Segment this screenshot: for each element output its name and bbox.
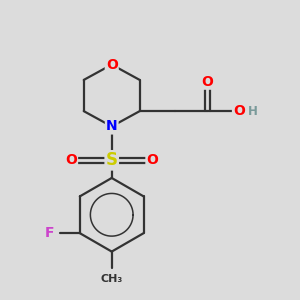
Text: O: O — [65, 153, 77, 167]
Text: CH₃: CH₃ — [100, 274, 123, 284]
Text: S: S — [106, 151, 118, 169]
Text: N: N — [106, 119, 118, 134]
Text: O: O — [146, 153, 158, 167]
Text: O: O — [202, 75, 213, 89]
Text: F: F — [45, 226, 54, 240]
Text: H: H — [248, 105, 258, 118]
Text: O: O — [106, 58, 118, 72]
Text: O: O — [233, 104, 245, 118]
